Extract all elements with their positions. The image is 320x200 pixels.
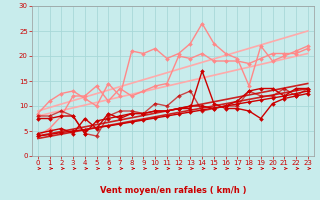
- X-axis label: Vent moyen/en rafales ( km/h ): Vent moyen/en rafales ( km/h ): [100, 186, 246, 195]
